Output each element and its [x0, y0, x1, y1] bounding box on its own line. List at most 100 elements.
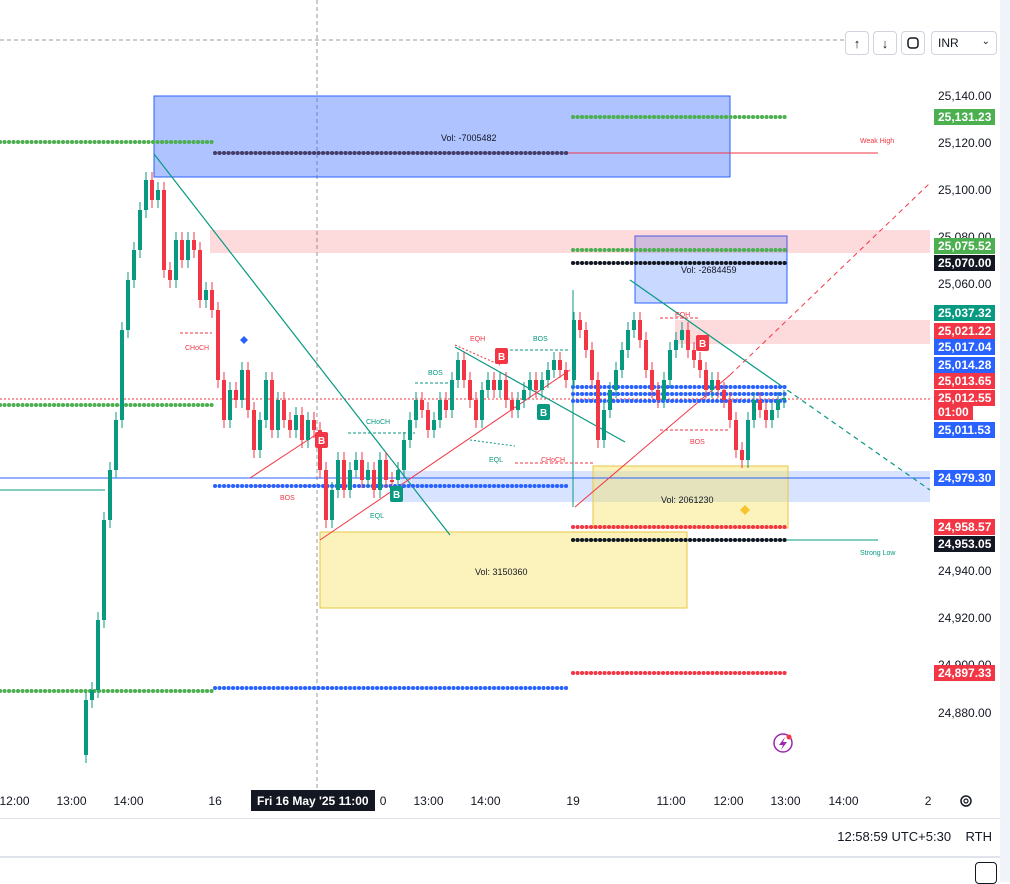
price-label: 25,075.52 [934, 238, 996, 254]
choch-label-3: CHoCH [541, 457, 565, 464]
candle [402, 440, 406, 470]
price-label: 24,958.57 [934, 519, 996, 535]
candle [180, 240, 184, 260]
bos-label-3: BOS [533, 336, 548, 343]
candle [204, 290, 208, 300]
price-label: 25,037.32 [934, 305, 996, 321]
eql-label-1: EQL [489, 457, 503, 464]
red-zone [675, 320, 930, 344]
candle [498, 380, 502, 390]
candle [728, 400, 732, 420]
clock-readout[interactable]: 12:58:59 UTC+5:30 [837, 829, 952, 844]
sell-signal-1: B [315, 432, 328, 448]
candle [390, 480, 394, 482]
candle [360, 460, 364, 480]
candle [572, 320, 576, 380]
price-label: 24,979.30 [934, 470, 996, 486]
lightning-icon[interactable] [773, 733, 793, 753]
candle [84, 700, 88, 755]
candle [462, 360, 466, 380]
candle [378, 460, 382, 490]
candle [456, 360, 460, 380]
candle [384, 460, 388, 480]
price-tick: 25,140.00 [938, 89, 992, 103]
price-label: 01:00 [934, 404, 973, 420]
candle [282, 400, 286, 420]
arrow-up-icon[interactable]: ↑ [845, 31, 869, 55]
top-toolbar: ↑ ↓ [845, 31, 925, 55]
time-tick: 0 [379, 794, 387, 808]
candle [692, 350, 696, 360]
price-tick: 25,060.00 [938, 277, 992, 291]
candle [210, 290, 214, 310]
candle [510, 400, 514, 410]
time-crosshair-label: Fri 16 May '25 11:00 [251, 790, 375, 811]
eql-label-2: EQL [370, 513, 384, 520]
candle [354, 460, 358, 470]
time-tick: 13:00 [56, 794, 87, 808]
candle [686, 330, 690, 350]
yellow-diamond-marker [740, 505, 750, 515]
fullscreen-icon[interactable] [901, 31, 925, 55]
candle [252, 410, 256, 450]
sell-signal-3: B [696, 335, 709, 351]
candle [294, 415, 298, 430]
candle [734, 420, 738, 450]
time-tick: 16 [208, 794, 222, 808]
candle [620, 350, 624, 370]
candle [522, 390, 526, 400]
candle [716, 380, 720, 390]
bos-label-2: BOS [428, 370, 443, 377]
candle [216, 310, 220, 380]
session-toggle[interactable]: RTH [965, 829, 992, 844]
candle [450, 380, 454, 410]
price-label: 25,131.23 [934, 109, 996, 125]
candle [222, 380, 226, 420]
candle [102, 520, 106, 620]
time-tick: 2 [924, 794, 932, 808]
bottom-panel [0, 856, 1000, 884]
settings-icon[interactable] [958, 793, 974, 814]
candle [366, 470, 370, 480]
candle [342, 460, 346, 490]
candle [264, 380, 268, 420]
candle [186, 240, 190, 260]
price-tick: 25,120.00 [938, 136, 992, 150]
eqh-label-2: EQH [675, 312, 690, 319]
candle [276, 400, 280, 430]
candle [126, 280, 130, 330]
svg-text:B: B [393, 490, 400, 501]
page-scrollbar[interactable] [1000, 0, 1010, 882]
candle [288, 420, 292, 430]
yellow-zone-2 [319, 531, 688, 609]
candle [414, 400, 418, 420]
candle [638, 320, 642, 340]
time-tick: 14:00 [113, 794, 144, 808]
price-tick: 25,100.00 [938, 183, 992, 197]
candle [710, 380, 714, 390]
candle [306, 420, 310, 440]
candle [330, 490, 334, 520]
candle [228, 390, 232, 420]
maximize-icon[interactable] [975, 862, 997, 884]
buy-signal-1: B [390, 486, 403, 502]
candle [420, 400, 424, 410]
candle [138, 210, 142, 250]
currency-select[interactable]: INR ⌄ [931, 31, 997, 55]
chevron-down-icon: ⌄ [981, 36, 990, 47]
price-label: 25,012.55 [934, 390, 996, 406]
candle [662, 380, 666, 400]
sell-signal-2: B [495, 348, 508, 364]
price-chart[interactable]: Vol: -7005482 Vol: -2684459 Vol: 2061230… [0, 0, 1000, 790]
candle [680, 330, 684, 340]
candle [336, 460, 340, 490]
candle [546, 370, 550, 380]
arrow-down-icon[interactable]: ↓ [873, 31, 897, 55]
time-tick: 12:00 [713, 794, 744, 808]
candle [468, 380, 472, 400]
candle [504, 380, 508, 400]
bos-label-1: BOS [280, 495, 295, 502]
candle [234, 390, 238, 400]
candle [578, 320, 582, 330]
price-tick: 24,940.00 [938, 564, 992, 578]
